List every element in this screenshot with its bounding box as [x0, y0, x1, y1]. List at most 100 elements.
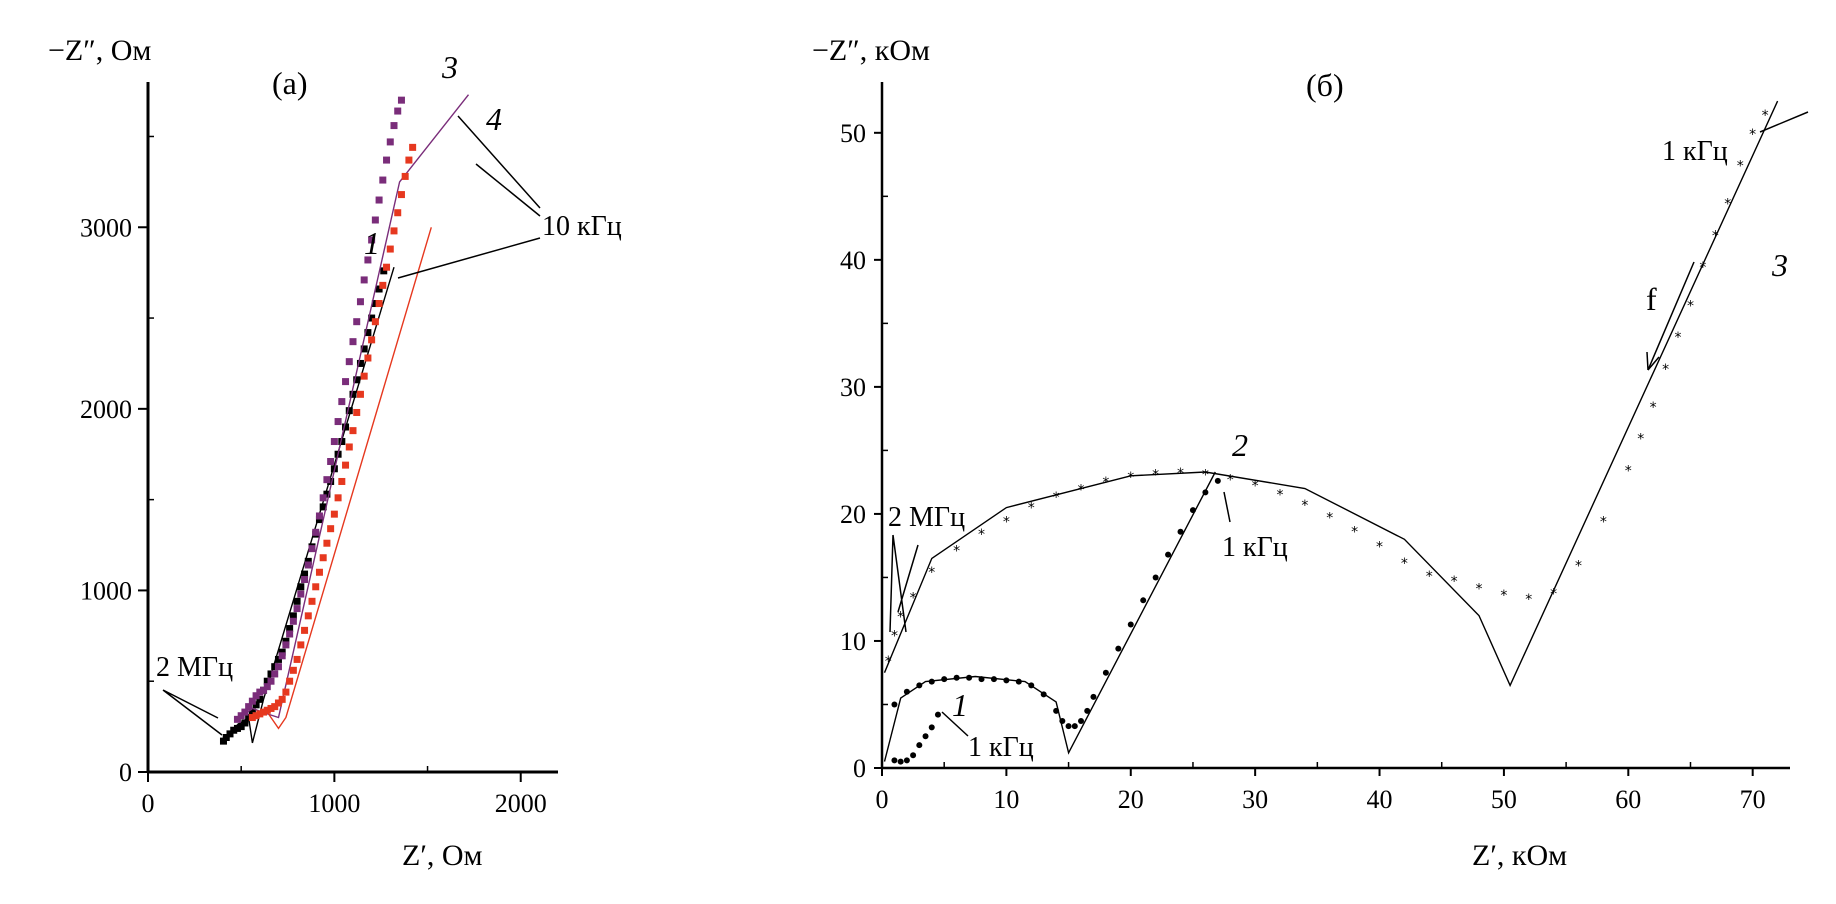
- panel-a-point-1: [353, 376, 361, 384]
- panel-b-point-1: [897, 758, 904, 765]
- panel-a-point-4: [364, 354, 372, 362]
- panel-b-point-2: [966, 674, 973, 681]
- panel-b-point-2: [891, 701, 898, 708]
- panel-a-point-4: [315, 568, 323, 576]
- panel-b-frequency-label: f: [1646, 281, 1657, 317]
- panel-a-annotation-2mhz: 2 МГц: [156, 652, 233, 683]
- panel-b-point-3: *: [885, 654, 892, 670]
- panel-a-point-4: [353, 408, 361, 416]
- panel-b-curve-3-label: 3: [1771, 247, 1788, 283]
- panel-a-point-1: [293, 597, 301, 605]
- panel-b-point-3: *: [953, 543, 960, 559]
- panel-a-point-3: [349, 338, 357, 346]
- panel-b-fit-line-3: [883, 100, 1779, 688]
- panel-a-point-1: [371, 300, 379, 308]
- panel-a-point-3: [256, 688, 264, 696]
- panel-b-point-3: *: [1500, 588, 1507, 604]
- panel-a-point-3: [330, 438, 338, 446]
- panel-b-curve-2-label: 2: [1232, 427, 1248, 463]
- panel-a-point-1: [364, 329, 372, 337]
- panel-a-point-4: [390, 227, 398, 235]
- panel-a-point-3: [293, 605, 301, 613]
- panel-a-point-1: [289, 612, 297, 620]
- panel-a-point-1: [375, 285, 383, 293]
- panel-a-10khz-leader-lines: [397, 115, 541, 279]
- panel-a-point-1: [368, 314, 376, 322]
- panel-b-point-2: [1028, 682, 1035, 689]
- panel-a-point-1: [338, 438, 346, 446]
- panel-b-point-3: *: [1575, 559, 1582, 575]
- panel-a-point-1: [278, 648, 286, 656]
- panel-b-point-3: *: [1637, 432, 1644, 448]
- panel-b-point-3: *: [1749, 127, 1756, 143]
- panel-a-point-4: [397, 191, 405, 199]
- panel-a-point-3: [368, 236, 376, 244]
- panel-b-y-tick-label: 50: [840, 119, 866, 148]
- panel-a-point-1: [263, 677, 271, 685]
- panel-a-point-1: [356, 359, 364, 367]
- panel-a-point-3: [271, 670, 279, 678]
- panel-a-point-1: [248, 708, 256, 716]
- panel-a-point-3: [274, 663, 282, 671]
- panel-a-point-4: [282, 688, 290, 696]
- panel-a-point-4: [248, 714, 256, 722]
- panel-b-point-3: *: [1737, 159, 1744, 175]
- panel-a-point-1: [271, 663, 279, 671]
- panel-b-y-tick-label: 10: [840, 627, 866, 656]
- panel-a-2mhz-leader-lines: [162, 689, 223, 736]
- panel-a-point-4: [256, 710, 264, 718]
- panel-a-point-4: [293, 655, 301, 663]
- panel-b-point-3: *: [978, 527, 985, 543]
- panel-b-point-3: *: [1625, 463, 1632, 479]
- panel-a-x-tick-label: 0: [142, 789, 155, 818]
- panel-a-point-1: [222, 734, 230, 741]
- panel-a-y-tick-label: 1000: [80, 576, 132, 605]
- panel-b-point-2: [1127, 621, 1134, 628]
- panel-a-point-1: [345, 407, 353, 415]
- panel-a-point-4: [342, 461, 350, 469]
- panel-a-point-4: [368, 336, 376, 344]
- panel-a-point-3: [297, 590, 305, 598]
- panel-a-point-1: [233, 724, 241, 732]
- panel-b-point-3: *: [1252, 479, 1259, 495]
- panel-a-point-1: [241, 719, 249, 727]
- panel-b-point-3: *: [1401, 556, 1408, 572]
- panel-a-point-4: [405, 156, 413, 164]
- panel-b-point-3: *: [1326, 510, 1333, 526]
- panel-a-point-3: [319, 494, 327, 502]
- panel-a-point-4: [334, 494, 342, 502]
- panel-b-point-2: [1115, 645, 1122, 652]
- panel-b-point-2: [1214, 477, 1221, 484]
- panel-a-x-title: Z′, Ом: [402, 839, 483, 872]
- panel-a-point-1: [319, 503, 327, 511]
- panel-b-label: (б): [1306, 67, 1344, 103]
- panel-b-1khz-1-leader: [941, 711, 969, 737]
- panel-a-point-4: [319, 554, 327, 562]
- panel-b-point-2: [1090, 693, 1097, 700]
- panel-a-ticks: 0 1000 2000 0 1000 2000 3000: [80, 135, 547, 818]
- panel-b-point-3: *: [1301, 498, 1308, 514]
- panel-a-point-3: [386, 138, 394, 146]
- panel-a-annotation-10khz: 10 кГц: [542, 211, 622, 242]
- panel-b-point-2: [1189, 507, 1196, 514]
- panel-a-point-3: [353, 318, 361, 326]
- panel-b-point-3: *: [1152, 467, 1159, 483]
- panel-b-point-2: [1084, 707, 1091, 714]
- panel-a-point-4: [383, 263, 391, 271]
- panel-a-point-3: [312, 528, 320, 536]
- panel-b-plot-area: * * * * * * * * * * * * * * * * * * * * * * * * * * * * * * * * * * * * * * * *…: [883, 100, 1779, 765]
- panel-b-y-tick-label: 20: [840, 500, 866, 529]
- panel-a-y-title: −Z″, Ом: [48, 34, 151, 67]
- panel-a-point-3: [248, 697, 256, 705]
- panel-a-point-3: [308, 545, 316, 553]
- panel-b-x-tick-label: 20: [1118, 785, 1144, 814]
- panel-b-point-2: [903, 688, 910, 695]
- panel-a-point-3: [286, 630, 294, 638]
- panel-a-point-3: [241, 708, 249, 716]
- panel-a-point-1: [360, 345, 368, 353]
- panel-a-point-4: [327, 525, 335, 533]
- panel-b-point-3: *: [897, 610, 904, 626]
- panel-a-point-1: [226, 730, 234, 738]
- panel-b-x-tick-label: 40: [1367, 785, 1393, 814]
- panel-a-point-4: [286, 677, 294, 685]
